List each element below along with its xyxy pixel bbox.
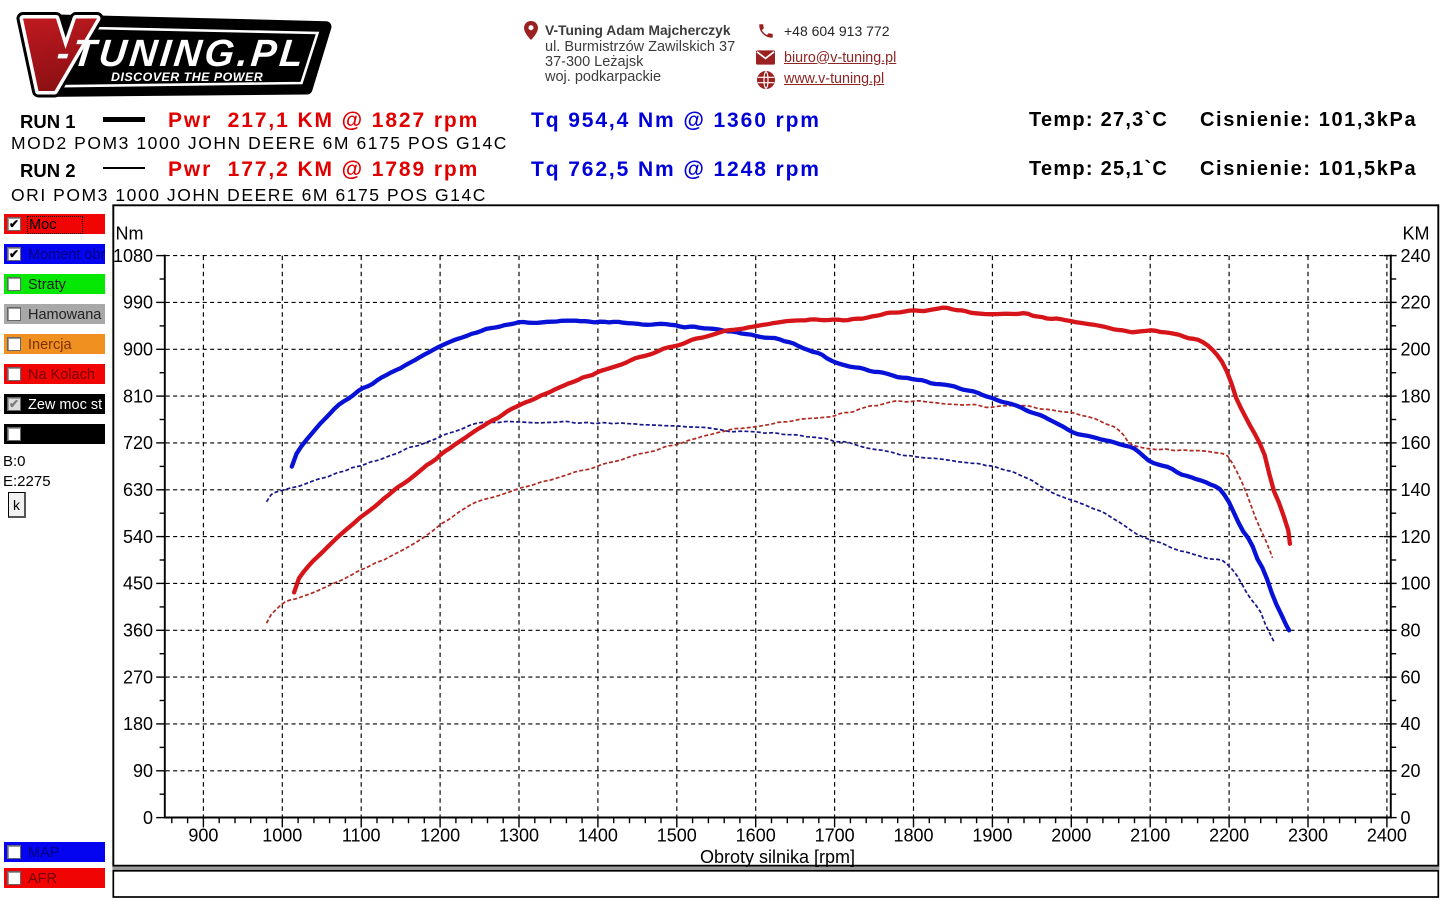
svg-text:1080: 1080 [113,246,153,266]
svg-text:990: 990 [123,293,153,313]
svg-text:1200: 1200 [420,826,460,846]
svg-text:90: 90 [133,761,153,781]
svg-text:360: 360 [123,621,153,641]
svg-text:1900: 1900 [972,826,1012,846]
svg-text:630: 630 [123,480,153,500]
svg-text:2300: 2300 [1288,826,1328,846]
svg-text:40: 40 [1401,714,1421,734]
svg-text:20: 20 [1401,761,1421,781]
svg-text:1300: 1300 [499,826,539,846]
svg-text:DISCOVER THE POWER: DISCOVER THE POWER [111,70,263,84]
svg-text:1700: 1700 [815,826,855,846]
svg-text:140: 140 [1401,480,1431,500]
svg-text:180: 180 [1401,386,1431,406]
svg-text:720: 720 [123,433,153,453]
svg-text:1400: 1400 [578,826,618,846]
svg-text:270: 270 [123,667,153,687]
svg-text:1000: 1000 [262,826,302,846]
svg-text:Nm: Nm [116,224,144,244]
svg-text:900: 900 [188,826,218,846]
svg-text:2400: 2400 [1367,826,1407,846]
svg-text:2200: 2200 [1209,826,1249,846]
svg-text:220: 220 [1401,293,1431,313]
svg-text:60: 60 [1401,667,1421,687]
svg-text:450: 450 [123,574,153,594]
svg-text:180: 180 [123,714,153,734]
svg-text:80: 80 [1401,621,1421,641]
svg-text:-TUNING.PL: -TUNING.PL [55,33,309,75]
svg-text:100: 100 [1401,574,1431,594]
svg-text:200: 200 [1401,340,1431,360]
svg-text:160: 160 [1401,433,1431,453]
svg-text:120: 120 [1401,527,1431,547]
svg-text:0: 0 [1401,808,1411,828]
svg-text:0: 0 [143,808,153,828]
svg-text:Obroty silnika [rpm]: Obroty silnika [rpm] [700,847,855,867]
svg-text:1500: 1500 [657,826,697,846]
svg-text:2100: 2100 [1130,826,1170,846]
svg-text:240: 240 [1401,246,1431,266]
svg-text:1800: 1800 [893,826,933,846]
svg-text:810: 810 [123,386,153,406]
svg-text:2000: 2000 [1051,826,1091,846]
svg-text:KM: KM [1403,224,1430,244]
svg-text:1600: 1600 [736,826,776,846]
svg-text:540: 540 [123,527,153,547]
svg-text:900: 900 [123,340,153,360]
svg-text:1100: 1100 [342,826,381,846]
